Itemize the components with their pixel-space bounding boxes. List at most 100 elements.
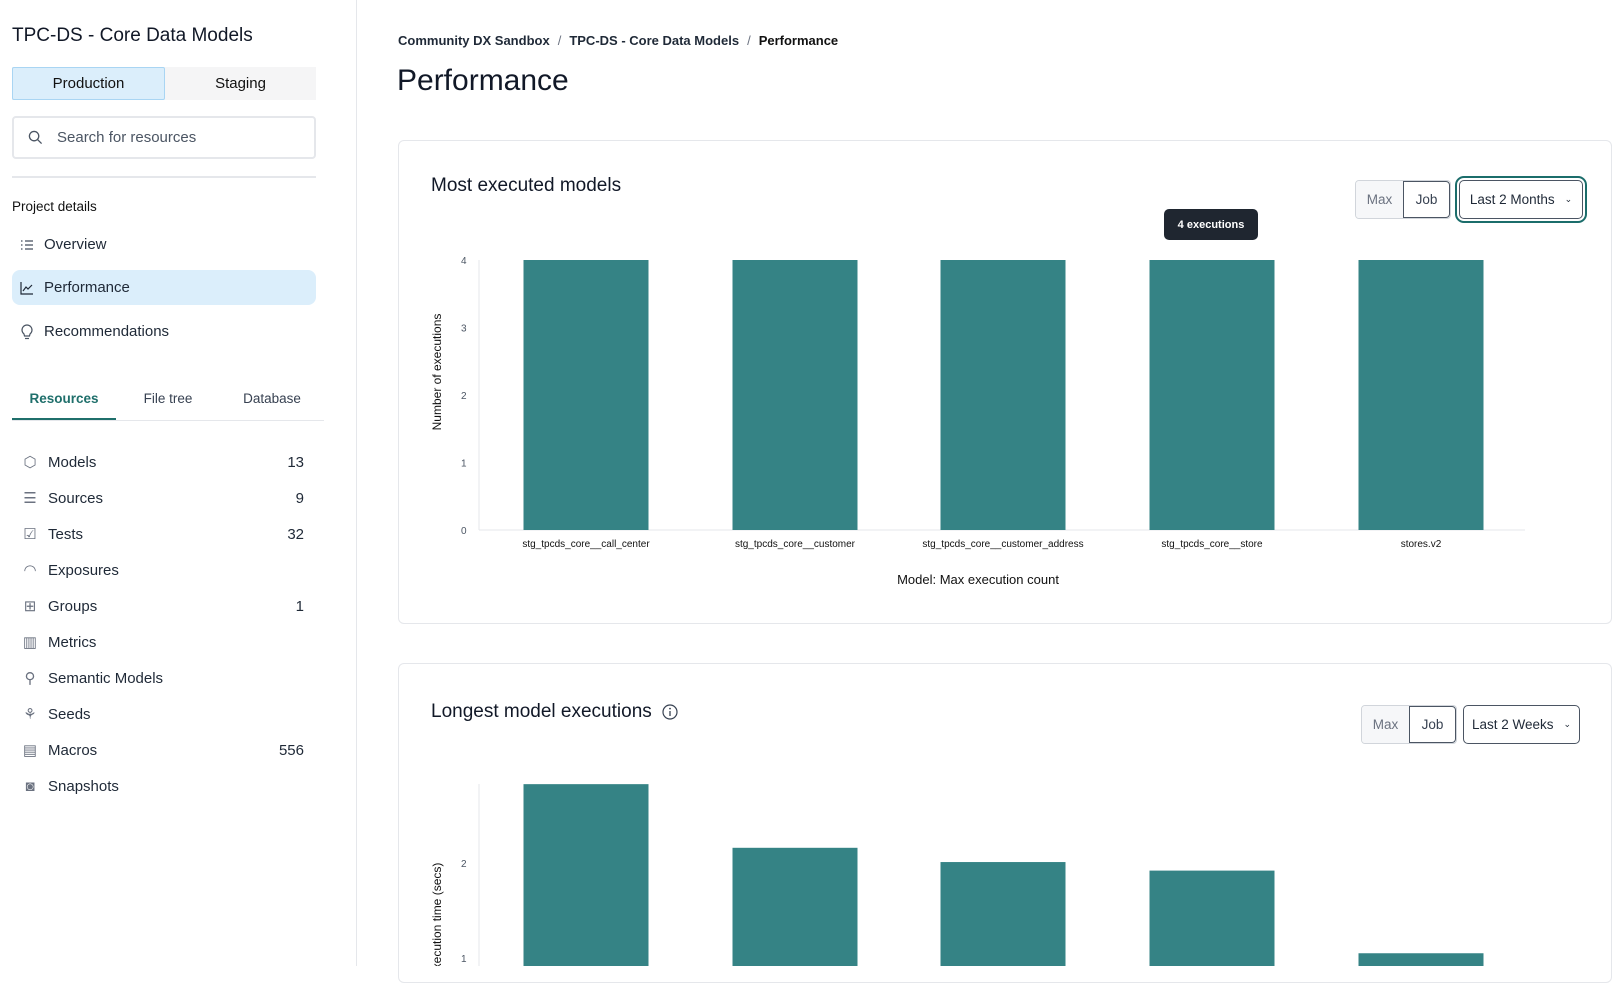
sidebar-item-semantic-models[interactable]: ⚲ Semantic Models: [22, 663, 304, 693]
list-icon: [21, 239, 33, 250]
bar: [940, 260, 1066, 530]
search-input[interactable]: Search for resources: [12, 116, 316, 159]
gauge-icon: ◠: [23, 562, 37, 579]
dropdown-value: Last 2 Months: [1469, 192, 1555, 207]
bar: [732, 260, 858, 530]
sidebar-item-groups[interactable]: ⊞ Groups 1: [22, 591, 304, 621]
sidebar-item-exposures[interactable]: ◠ Exposures: [22, 555, 304, 585]
nav-overview[interactable]: Overview: [12, 227, 316, 262]
bar: [1358, 953, 1484, 966]
nav-performance[interactable]: Performance: [12, 270, 316, 305]
y-tick-label: 1: [461, 459, 467, 470]
max-button[interactable]: Max: [1356, 181, 1403, 218]
sidebar-item-tests[interactable]: ☑ Tests 32: [22, 519, 304, 549]
resource-label: Groups: [48, 597, 98, 615]
y-tick-label: 1: [461, 954, 467, 965]
job-button[interactable]: Job: [1403, 181, 1450, 218]
line-chart-icon: [20, 281, 33, 295]
clipboard-check-icon: ☑: [23, 526, 37, 543]
y-tick-label: 2: [461, 391, 467, 402]
resource-label: Semantic Models: [48, 669, 164, 687]
bar: [1358, 260, 1484, 530]
dropdown-value: Last 2 Weeks: [1471, 717, 1554, 732]
resource-count: 1: [295, 597, 304, 615]
max-button[interactable]: Max: [1362, 706, 1409, 743]
most-executed-chart: 0 1 2 3 4 stg_tpcds_core__call_center stg_tpcd…: [430, 256, 1525, 587]
nav-recommendations[interactable]: Recommendations: [12, 314, 316, 349]
project-details-label: Project details: [12, 199, 97, 214]
project-title: TPC-DS - Core Data Models: [12, 25, 253, 46]
info-icon[interactable]: [662, 704, 678, 720]
env-staging-button[interactable]: Staging: [215, 75, 266, 92]
resource-label: Snapshots: [48, 777, 119, 795]
resource-label: Exposures: [48, 561, 119, 579]
lightbulb-icon: [21, 323, 33, 339]
breadcrumb-separator: /: [747, 33, 751, 48]
breadcrumb: Community DX Sandbox / TPC-DS - Core Dat…: [398, 33, 838, 48]
resource-count: 9: [295, 489, 304, 507]
resource-count: 32: [287, 525, 304, 543]
job-button[interactable]: Job: [1409, 706, 1456, 743]
file-text-icon: ▤: [22, 742, 38, 759]
resource-label: Sources: [48, 489, 104, 507]
y-axis-title: Execution time (secs): [430, 863, 444, 966]
resource-label: Models: [48, 453, 97, 471]
card-title: Longest model executions: [431, 701, 652, 722]
bar: [523, 260, 649, 530]
x-tick-label: stg_tpcds_core__customer: [735, 539, 856, 550]
camera-icon: ◙: [25, 777, 35, 795]
resource-label: Macros: [48, 741, 98, 759]
x-axis-title: Model: Max execution count: [897, 572, 1059, 587]
chevron-down-icon: ⌄: [1564, 194, 1573, 204]
resource-label: Metrics: [48, 633, 97, 651]
card-title: Most executed models: [431, 175, 622, 196]
x-tick-label: stg_tpcds_core__call_center: [522, 539, 650, 550]
bar: [523, 784, 649, 966]
nodes-icon: ⚲: [24, 670, 36, 687]
max-job-toggle: Max Job: [1361, 705, 1457, 744]
sidebar-item-metrics[interactable]: ▥ Metrics: [22, 627, 304, 657]
card-title-wrap: Longest model executions: [431, 701, 678, 723]
sidebar-item-seeds[interactable]: ⚘ Seeds: [22, 699, 304, 729]
y-axis-title: Number of executions: [430, 314, 444, 431]
sidebar-item-sources[interactable]: ☰ Sources 9: [22, 483, 304, 513]
breadcrumb-link[interactable]: TPC-DS - Core Data Models: [569, 33, 740, 48]
breadcrumb-separator: /: [557, 33, 562, 48]
tab-file-tree[interactable]: File tree: [143, 391, 193, 406]
nav-label: Overview: [44, 236, 107, 253]
resource-count: 556: [278, 741, 304, 759]
x-tick-label: stg_tpcds_core__customer_address: [922, 539, 1083, 550]
time-range-dropdown[interactable]: Last 2 Weeks ⌄: [1463, 705, 1580, 744]
y-tick-label: 0: [461, 526, 467, 537]
bar-chart-icon: ▥: [22, 634, 38, 651]
resource-tabs: Resources File tree Database: [12, 385, 324, 421]
tab-resources[interactable]: Resources: [12, 385, 116, 420]
cube-icon: ⬡: [23, 454, 37, 471]
env-production-button[interactable]: Production: [12, 67, 165, 100]
bar: [940, 862, 1066, 966]
resource-label: Tests: [48, 525, 84, 543]
longest-executions-chart: 1 2 Execution time (secs): [430, 784, 1484, 966]
sidebar-item-snapshots[interactable]: ◙ Snapshots: [22, 771, 304, 801]
y-tick-label: 3: [461, 324, 467, 335]
time-range-dropdown[interactable]: Last 2 Months ⌄: [1455, 176, 1587, 223]
sprout-icon: ⚘: [23, 706, 37, 723]
sidebar-item-models[interactable]: ⬡ Models 13: [22, 447, 304, 477]
sidebar-item-macros[interactable]: ▤ Macros 556: [22, 735, 304, 765]
max-job-toggle: Max Job: [1355, 180, 1451, 219]
breadcrumb-link[interactable]: Community DX Sandbox: [398, 33, 550, 48]
page-title: Performance: [397, 64, 569, 97]
tab-database[interactable]: Database: [243, 391, 301, 406]
x-tick-label: stores.v2: [1401, 539, 1442, 550]
most-executed-card: [398, 140, 1612, 624]
environment-toggle: Production Staging: [12, 67, 316, 100]
resource-label: Seeds: [48, 705, 91, 723]
y-tick-label: 2: [461, 859, 467, 870]
bar: [1149, 260, 1275, 530]
resource-count: 13: [287, 453, 304, 471]
nav-label: Recommendations: [44, 323, 170, 340]
search-placeholder: Search for resources: [57, 129, 197, 146]
x-tick-label: stg_tpcds_core__store: [1161, 539, 1263, 550]
chart-tooltip: 4 executions: [1164, 209, 1258, 240]
y-tick-label: 4: [461, 256, 467, 267]
